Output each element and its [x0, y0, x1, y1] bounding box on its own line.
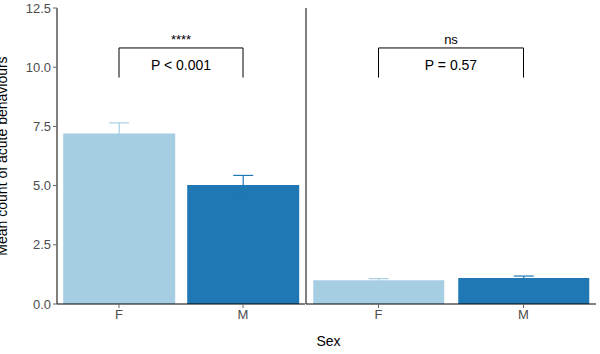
svg-text:0.0: 0.0: [33, 297, 51, 312]
html-text:P < 0.001: P < 0.001: [151, 56, 211, 73]
html-text:P = 0.57: P = 0.57: [424, 56, 478, 73]
svg-text:10.0: 10.0: [26, 60, 51, 75]
svg-text:F: F: [115, 307, 123, 322]
svg-text:Mean count of acute behaviours: Mean count of acute behaviours: [8, 56, 10, 255]
svg-text:M: M: [518, 307, 529, 322]
html-text:Sex: Sex: [316, 333, 341, 349]
svg-text:2.5: 2.5: [33, 237, 51, 252]
svg-text:7.5: 7.5: [33, 119, 51, 134]
html-text:ns: ns: [444, 31, 458, 47]
svg-text:F: F: [375, 307, 383, 322]
svg-text:5.0: 5.0: [33, 178, 51, 193]
svg-text:12.5: 12.5: [26, 1, 51, 16]
svg-text:M: M: [238, 307, 249, 322]
